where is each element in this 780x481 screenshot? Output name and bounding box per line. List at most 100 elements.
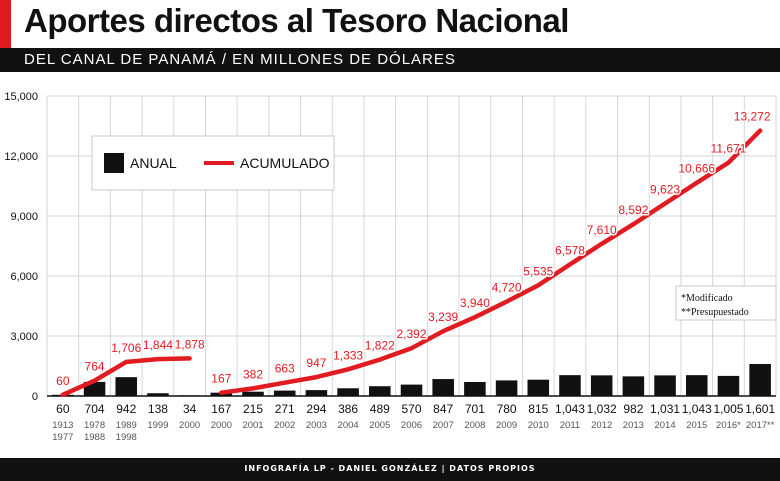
legend-line-label: ACUMULADO (240, 155, 330, 171)
cumulative-line-segment (60, 356, 192, 398)
y-tick-label: 9,000 (10, 211, 38, 223)
cumulative-value-label: 947 (306, 356, 326, 370)
bar-annual (622, 376, 645, 396)
y-tick-label: 12,000 (4, 151, 38, 163)
bar-value-label: 294 (306, 402, 326, 416)
footer-credit: INFOGRAFÍA LP - DANIEL GONZÁLEZ | DATOS … (244, 464, 536, 473)
y-tick-label: 3,000 (10, 331, 38, 343)
cumulative-line (60, 128, 763, 398)
cumulative-value-label: 2,392 (396, 327, 426, 341)
bar-annual (527, 379, 550, 396)
x-category-label: 2000 (179, 420, 200, 431)
bar-value-label: 138 (148, 402, 168, 416)
bar-value-label: 1,601 (745, 402, 775, 416)
bar-value-label: 982 (623, 402, 643, 416)
cumulative-value-label: 6,578 (555, 243, 585, 257)
x-category-label: 2013 (623, 420, 644, 431)
bar-annual (178, 395, 201, 396)
bar-annual (685, 375, 708, 396)
legend-bar-label: ANUAL (130, 155, 177, 171)
x-category-label: 2002 (274, 420, 295, 431)
bar-value-label: 780 (497, 402, 517, 416)
footer-bar: INFOGRAFÍA LP - DANIEL GONZÁLEZ | DATOS … (0, 458, 780, 481)
bar-annual (654, 375, 676, 396)
bar-value-label: 570 (401, 402, 421, 416)
bar-annual (369, 386, 391, 396)
bar-annual (337, 388, 359, 396)
x-category-label: 1998 (116, 432, 137, 443)
cumulative-value-label: 3,239 (428, 310, 458, 324)
subtitle-bar: DEL CANAL DE PANAMÁ / EN MILLONES DE DÓL… (0, 48, 780, 72)
bar-value-label: 1,031 (650, 402, 680, 416)
x-category-label: 1999 (147, 420, 168, 431)
bar-value-label: 271 (275, 402, 295, 416)
chart: 60 764 1,706 1,844 1,878 167 382 663 947 1,3331,8… (4, 91, 777, 443)
bars (52, 363, 771, 396)
bar-annual (559, 375, 581, 396)
x-category-label: 2003 (306, 420, 327, 431)
x-category-label: 1977 (52, 432, 73, 443)
bar-value-label: 1,043 (682, 402, 712, 416)
cumulative-value-label: 7,610 (587, 223, 617, 237)
cumulative-value-label: 167 (211, 372, 231, 386)
cumulative-value-label: 1,878 (175, 337, 205, 351)
y-axis-labels: 0 3,000 6,000 9,000 12,000 15,000 (4, 91, 38, 403)
cumulative-labels: 60 764 1,706 1,844 1,878 167 382 663 947 1,3331,8… (55, 108, 773, 389)
x-category-label: 2010 (528, 420, 549, 431)
x-category-label: 2011 (560, 420, 580, 431)
x-category-label: 2006 (401, 420, 422, 431)
subtitle: DEL CANAL DE PANAMÁ / EN MILLONES DE DÓL… (24, 51, 456, 68)
bar-value-label: 1,043 (555, 402, 585, 416)
bar-annual (717, 375, 740, 396)
x-category-label: 2014 (654, 420, 675, 431)
x-category-label: 2008 (464, 420, 485, 431)
bar-annual (400, 384, 423, 396)
cumulative-value-label: 8,592 (618, 203, 648, 217)
bar-annual (495, 380, 518, 396)
cumulative-value-label: 13,272 (734, 110, 771, 124)
bar-annual (147, 393, 169, 396)
bar-annual (242, 391, 264, 396)
x-category-label: 1988 (84, 432, 105, 443)
y-tick-label: 15,000 (4, 91, 38, 103)
cumulative-value-label: 1,706 (111, 341, 141, 355)
title-accent-bar (0, 0, 11, 48)
x-category-label: 1989 (116, 420, 137, 431)
cumulative-value-label: 663 (275, 362, 295, 376)
cumulative-value-label: 5,535 (523, 264, 553, 278)
x-category-label: 2015 (686, 420, 707, 431)
note-budgeted: **Presupuestado (681, 307, 749, 318)
bar-value-label: 489 (370, 402, 390, 416)
cumulative-value-label: 3,940 (460, 296, 490, 310)
note-modified: *Modificado (681, 293, 733, 304)
bar-value-label: 215 (243, 402, 263, 416)
notes-frame (675, 285, 777, 321)
cumulative-value-label: 10,666 (678, 162, 715, 176)
page-title: Aportes directos al Tesoro Nacional (24, 2, 569, 39)
bar-annual (590, 375, 613, 396)
cumulative-value-label: 764 (85, 360, 105, 374)
cumulative-value-label: 382 (243, 367, 263, 381)
cumulative-value-label: 4,720 (492, 281, 522, 295)
y-tick-label: 0 (32, 391, 38, 403)
bar-value-label: 704 (85, 402, 105, 416)
x-category-label: 1913 (52, 420, 73, 431)
x-category-label: 2001 (242, 420, 263, 431)
x-category-label: 2017** (746, 420, 775, 431)
y-tick-label: 6,000 (10, 271, 38, 283)
cumulative-value-label: 60 (56, 374, 70, 388)
bar-annual (305, 390, 328, 396)
bar-annual (273, 390, 296, 396)
cumulative-value-label: 1,822 (365, 339, 395, 353)
x-category-label: 2000 (211, 420, 232, 431)
cumulative-line-segment (219, 128, 763, 395)
x-category-label: 2004 (338, 420, 359, 431)
bar-value-label: 815 (528, 402, 548, 416)
bar-value-label: 60 (56, 402, 70, 416)
x-category-label: 2005 (369, 420, 390, 431)
x-category-label: 2009 (496, 420, 517, 431)
bar-value-label: 167 (211, 402, 231, 416)
x-category-label: 2012 (591, 420, 612, 431)
bar-value-label: 847 (433, 402, 453, 416)
